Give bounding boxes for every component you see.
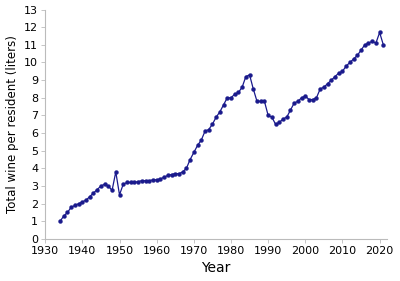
X-axis label: Year: Year (202, 261, 231, 275)
Y-axis label: Total wine per resident (liters): Total wine per resident (liters) (6, 35, 18, 213)
